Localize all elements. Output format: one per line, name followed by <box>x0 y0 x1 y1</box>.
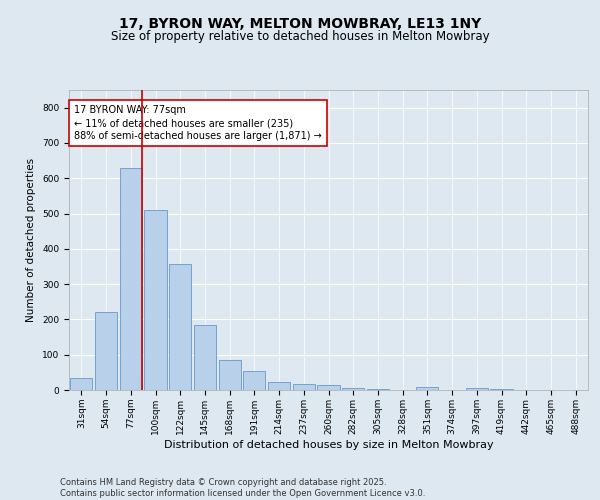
Bar <box>194 326 216 390</box>
Text: Size of property relative to detached houses in Melton Mowbray: Size of property relative to detached ho… <box>110 30 490 43</box>
X-axis label: Distribution of detached houses by size in Melton Mowbray: Distribution of detached houses by size … <box>164 440 493 450</box>
Bar <box>218 360 241 390</box>
Bar <box>145 210 167 390</box>
Bar <box>119 168 142 390</box>
Bar <box>490 388 512 390</box>
Bar <box>243 370 265 390</box>
Y-axis label: Number of detached properties: Number of detached properties <box>26 158 37 322</box>
Bar <box>317 386 340 390</box>
Bar <box>466 388 488 390</box>
Bar <box>342 388 364 390</box>
Text: 17, BYRON WAY, MELTON MOWBRAY, LE13 1NY: 17, BYRON WAY, MELTON MOWBRAY, LE13 1NY <box>119 18 481 32</box>
Text: Contains HM Land Registry data © Crown copyright and database right 2025.
Contai: Contains HM Land Registry data © Crown c… <box>60 478 425 498</box>
Bar <box>95 312 117 390</box>
Bar <box>416 387 439 390</box>
Bar <box>70 378 92 390</box>
Bar <box>268 382 290 390</box>
Text: 17 BYRON WAY: 77sqm
← 11% of detached houses are smaller (235)
88% of semi-detac: 17 BYRON WAY: 77sqm ← 11% of detached ho… <box>74 105 322 142</box>
Bar <box>293 384 315 390</box>
Bar <box>169 264 191 390</box>
